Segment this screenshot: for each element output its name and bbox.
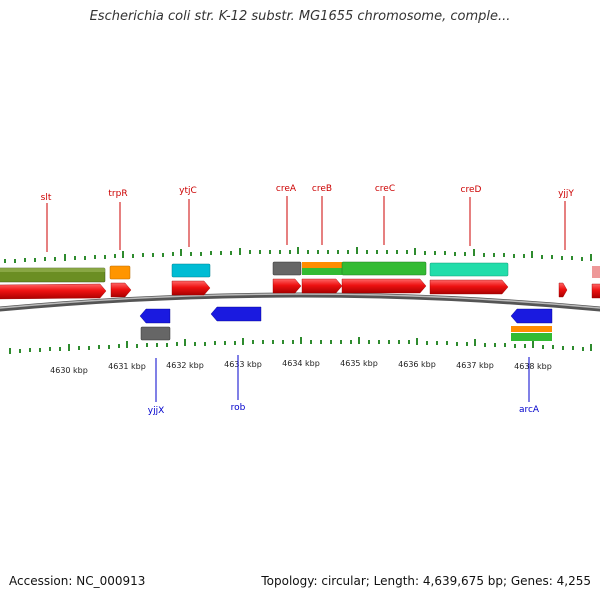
ruler-label: 4630 kbp: [50, 366, 88, 375]
feature-arcA-green[interactable]: [511, 333, 552, 341]
gene-label-ytjC[interactable]: ytjC: [179, 186, 197, 196]
cds-creB[interactable]: [301, 278, 343, 294]
ruler-label: 4631 kbp: [108, 362, 146, 371]
gene-label-arcA[interactable]: arcA: [519, 405, 540, 415]
cds-rob[interactable]: [210, 306, 262, 322]
gene-label-creC[interactable]: creC: [375, 184, 395, 194]
forward-track-ticks: [4, 247, 592, 263]
gene-label-yjjX[interactable]: yjjX: [148, 406, 165, 416]
topology-label: Topology: circular; Length: 4,639,675 bp…: [261, 574, 591, 588]
feature-creB[interactable]: [302, 262, 342, 268]
gene-label-yjjY[interactable]: yjjY: [558, 189, 574, 199]
chromosome-backbone: [0, 292, 600, 312]
cds-yjjY[interactable]: [558, 282, 568, 298]
accession-label: Accession: NC_000913: [9, 574, 146, 588]
ruler-label: 4634 kbp: [282, 359, 320, 368]
feature-creA[interactable]: [272, 261, 302, 276]
gene-label-creA[interactable]: creA: [276, 184, 297, 194]
cds-slt[interactable]: [0, 283, 107, 300]
gene-label-creB[interactable]: creB: [312, 184, 332, 194]
gene-label-rob[interactable]: rob: [231, 403, 246, 413]
feature-trpR[interactable]: [109, 265, 131, 280]
cds-partial[interactable]: [591, 283, 600, 299]
ruler-label: 4635 kbp: [340, 359, 378, 368]
gene-label-slt[interactable]: slt: [41, 193, 52, 203]
cds-yjjX[interactable]: [139, 308, 171, 324]
cds-creA[interactable]: [272, 278, 302, 294]
cds-creD[interactable]: [429, 279, 509, 295]
feature-ytjC[interactable]: [171, 263, 211, 278]
feature-creB-lower[interactable]: [302, 268, 342, 275]
feature-partial[interactable]: [592, 266, 600, 278]
cds-trpR[interactable]: [110, 282, 132, 298]
feature-creD[interactable]: [429, 262, 509, 277]
gene-label-creD[interactable]: creD: [461, 185, 482, 195]
cds-ytjC[interactable]: [171, 280, 211, 296]
cds-arcA[interactable]: [510, 308, 553, 324]
feature-creC[interactable]: [341, 261, 427, 276]
cds-creC[interactable]: [341, 278, 427, 294]
feature-yjjX[interactable]: [140, 326, 171, 341]
ruler-label: 4632 kbp: [166, 361, 204, 370]
ruler-label: 4633 kbp: [224, 360, 262, 369]
feature-arcA-orange[interactable]: [511, 326, 552, 332]
ruler-ticks: [9, 337, 592, 354]
ruler-label: 4638 kbp: [514, 362, 552, 371]
map-title: Escherichia coli str. K-12 substr. MG165…: [89, 9, 511, 24]
gene-label-trpR[interactable]: trpR: [108, 189, 127, 199]
ruler-label: 4636 kbp: [398, 360, 436, 369]
ruler-label: 4637 kbp: [456, 361, 494, 370]
